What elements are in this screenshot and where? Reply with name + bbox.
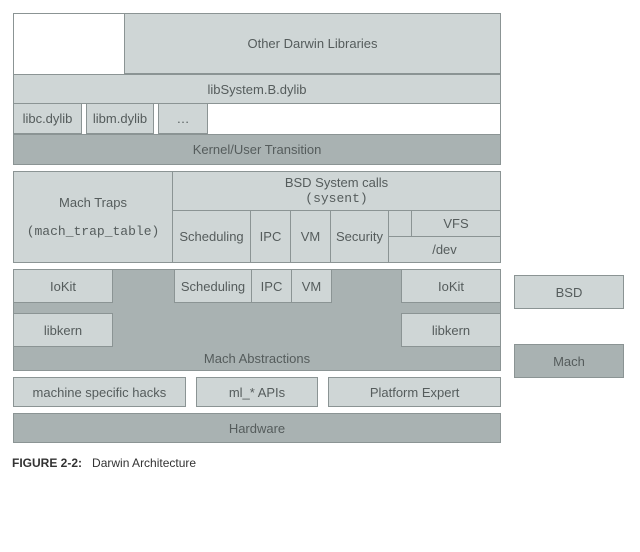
dylibs-row: libc.dylib libm.dylib … (14, 104, 500, 134)
label: IPC (260, 229, 282, 244)
label: Scheduling (179, 229, 243, 244)
hardware: Hardware (13, 413, 501, 443)
libkern-left: libkern (13, 313, 113, 347)
top-group: Other Darwin Libraries libSystem.B.dylib… (13, 13, 501, 165)
bsd-security: Security (331, 211, 389, 263)
label: IoKit (438, 279, 464, 294)
label: VM (302, 279, 322, 294)
bsd-dev: /dev (389, 237, 501, 263)
label: Kernel/User Transition (193, 142, 322, 157)
bsd-scheduling: Scheduling (173, 211, 251, 263)
platform-expert: Platform Expert (328, 377, 501, 407)
label: Hardware (229, 421, 285, 436)
label: IoKit (50, 279, 76, 294)
kernel-user-transition: Kernel/User Transition (14, 134, 500, 164)
dylib-libc: libc.dylib (14, 104, 82, 134)
mach-scheduling: Scheduling (174, 269, 252, 303)
label: Scheduling (181, 279, 245, 294)
bsd-system-calls: BSD System calls (sysent) (173, 171, 501, 211)
mach-traps: Mach Traps (mach_trap_table) (13, 171, 173, 263)
sublabel: (sysent) (305, 191, 367, 207)
bsd-vm: VM (291, 211, 331, 263)
sublabel: (mach_trap_table) (27, 224, 160, 239)
label: Platform Expert (370, 385, 460, 400)
label: Mach Traps (59, 195, 127, 210)
label: libSystem.B.dylib (208, 82, 307, 97)
label: libm.dylib (93, 111, 147, 126)
label: ml_* APIs (229, 385, 285, 400)
label: machine specific hacks (33, 385, 167, 400)
bsd-gap (389, 211, 411, 237)
ml-apis: ml_* APIs (196, 377, 319, 407)
label: Other Darwin Libraries (247, 36, 377, 51)
other-darwin-libraries: Other Darwin Libraries (124, 14, 500, 74)
label: Mach Abstractions (204, 351, 310, 366)
dylib-libm: libm.dylib (86, 104, 154, 134)
label: BSD (556, 285, 583, 300)
label: /dev (432, 242, 457, 257)
label: VFS (443, 216, 468, 231)
legend-bsd: BSD (514, 275, 624, 309)
architecture-diagram: Other Darwin Libraries libSystem.B.dylib… (12, 12, 502, 444)
libkern-right: libkern (401, 313, 501, 347)
bsd-ipc: IPC (251, 211, 291, 263)
label: IPC (261, 279, 283, 294)
label: libkern (432, 323, 470, 338)
libsystem: libSystem.B.dylib (14, 74, 500, 104)
platform-row: machine specific hacks ml_* APIs Platfor… (13, 377, 501, 407)
iokit-right: IoKit (401, 269, 501, 303)
figure-caption: FIGURE 2-2: Darwin Architecture (12, 456, 628, 470)
legend: BSD Mach (514, 12, 624, 444)
mach-ipc: IPC (252, 269, 292, 303)
bsd-group: Mach Traps (mach_trap_table) BSD System … (13, 171, 501, 263)
label: libkern (44, 323, 82, 338)
bsd-vfs: VFS (411, 211, 501, 237)
dylib-more: … (158, 104, 208, 134)
label: Security (336, 229, 383, 244)
caption-label: FIGURE 2-2: (12, 456, 82, 470)
caption-text: Darwin Architecture (92, 456, 196, 470)
label: Mach (553, 354, 585, 369)
iokit-left: IoKit (13, 269, 113, 303)
label: VM (301, 229, 321, 244)
mach-center-subs: Scheduling IPC VM (174, 269, 332, 303)
legend-mach: Mach (514, 344, 624, 378)
mach-vm: VM (292, 269, 332, 303)
machine-specific-hacks: machine specific hacks (13, 377, 186, 407)
label: libc.dylib (23, 111, 73, 126)
mach-abstractions: Mach Abstractions IoKit libkern IoKit li… (13, 269, 501, 371)
label: … (177, 111, 190, 126)
label: BSD System calls (285, 175, 388, 191)
